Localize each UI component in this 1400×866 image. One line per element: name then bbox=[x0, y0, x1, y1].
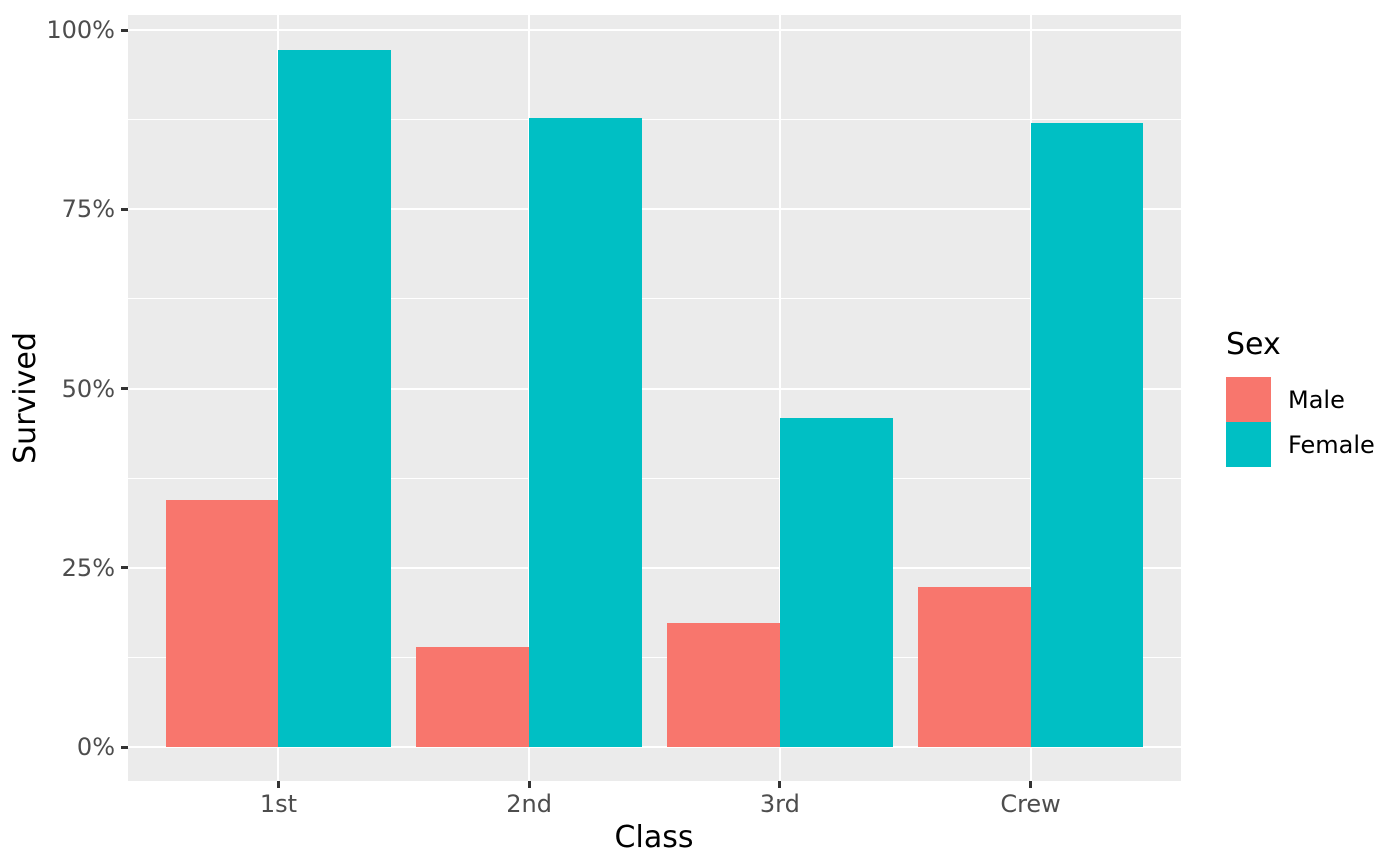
plot-panel bbox=[128, 15, 1181, 781]
legend-key-male-swatch bbox=[1226, 377, 1271, 422]
x-axis-tick-label: 2nd bbox=[506, 790, 552, 818]
bar-female-3rd bbox=[779, 417, 893, 747]
gridline-horizontal-minor bbox=[128, 477, 1181, 479]
x-axis-tick-label: 1st bbox=[259, 790, 298, 818]
y-axis-tick-mark bbox=[121, 566, 128, 570]
legend-item-male: Male bbox=[1226, 377, 1375, 422]
gridline-vertical-major bbox=[778, 15, 781, 781]
bar-female-1st bbox=[278, 50, 392, 747]
y-axis-tick-mark bbox=[121, 28, 128, 32]
gridline-horizontal-major bbox=[128, 29, 1181, 31]
x-axis-tick-label: Crew bbox=[1000, 790, 1061, 818]
y-axis-tick-label: 100% bbox=[46, 16, 115, 44]
x-axis-tick-mark bbox=[1029, 781, 1033, 788]
x-axis-title: Class bbox=[614, 820, 694, 855]
gridline-horizontal-minor bbox=[128, 119, 1181, 121]
y-axis-tick-label: 50% bbox=[61, 374, 115, 403]
x-axis-tick-mark bbox=[778, 781, 782, 788]
bar-male-crew bbox=[917, 587, 1031, 747]
bar-female-2nd bbox=[529, 118, 642, 747]
legend-key-female-swatch bbox=[1226, 422, 1271, 467]
gridline-horizontal-major bbox=[128, 208, 1181, 211]
legend-item-female: Female bbox=[1226, 422, 1375, 467]
gridline-horizontal-minor bbox=[128, 656, 1181, 658]
y-axis-tick-label: 75% bbox=[61, 195, 115, 224]
gridline-horizontal-major bbox=[128, 566, 1181, 569]
bar-male-2nd bbox=[416, 646, 530, 747]
legend-title: Sex bbox=[1226, 327, 1281, 362]
bar-male-1st bbox=[165, 500, 279, 747]
legend-label-female: Female bbox=[1288, 430, 1375, 459]
y-axis-tick-label: 0% bbox=[76, 733, 115, 761]
gridline-horizontal-major bbox=[128, 387, 1181, 390]
gridline-horizontal-minor bbox=[128, 298, 1181, 300]
bar-male-3rd bbox=[667, 622, 780, 747]
x-axis-tick-mark bbox=[276, 781, 280, 788]
y-axis-tick-mark bbox=[121, 207, 128, 211]
legend-items: Male Female bbox=[1226, 377, 1375, 467]
gridline-horizontal-major bbox=[128, 746, 1181, 748]
legend: Sex Male Female bbox=[1226, 330, 1375, 467]
legend-label-male: Male bbox=[1288, 385, 1345, 414]
bar-female-crew bbox=[1030, 123, 1144, 747]
x-axis-tick-label: 3rd bbox=[759, 790, 800, 818]
y-axis-tick-mark bbox=[121, 387, 128, 390]
y-axis-tick-mark bbox=[121, 745, 128, 749]
y-axis-tick-label: 25% bbox=[61, 553, 115, 582]
x-axis-tick-mark bbox=[527, 781, 531, 788]
